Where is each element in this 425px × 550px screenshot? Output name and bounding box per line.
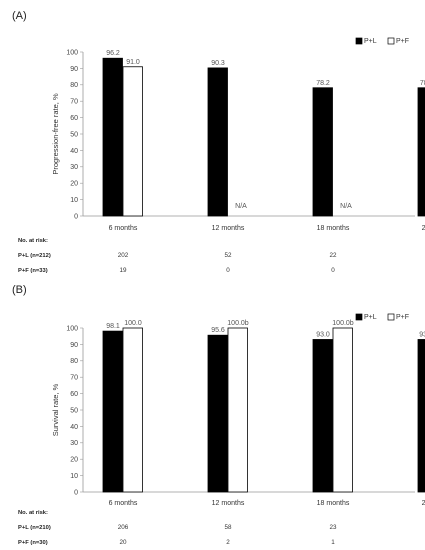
panel-b-bar-value-label: 95.6 <box>211 327 225 334</box>
panel-b-bar-pf <box>227 327 248 493</box>
panel-a-bar-pl <box>312 87 333 217</box>
panel-a-category-label: 24 months <box>422 225 425 232</box>
panel-b-y-tick-label: 30 <box>70 440 78 447</box>
panel-a-y-tick-label: 50 <box>70 131 78 138</box>
panel-a-y-tick-label: 40 <box>70 148 78 155</box>
panel-a-y-tick-label: 70 <box>70 99 78 106</box>
panel-a-bar-pl <box>417 87 425 217</box>
panel-a-y-tick-label: 100 <box>66 49 78 56</box>
panel-a-bar-pl <box>102 57 123 217</box>
panel-a-bar-pl <box>207 67 228 217</box>
panel-b-y-tick-label: 10 <box>70 473 78 480</box>
panel-a-risk-value: 0 <box>331 267 335 274</box>
panel-a-risk-value: 202 <box>118 252 129 259</box>
panel-b-bar-value-label: 98.1 <box>106 323 120 330</box>
panel-b-category-label: 18 months <box>317 500 350 507</box>
panel-a-y-tick-label: 30 <box>70 164 78 171</box>
panel-b-risk-value: 2 <box>226 539 230 546</box>
panel-a-y-axis-title: Progression-free rate, % <box>51 93 60 175</box>
panel-b-bar-pl <box>102 330 123 493</box>
panel-a-bar-value-label: 90.3 <box>211 60 225 67</box>
panel-b-legend-label: P+L <box>364 314 377 321</box>
panel-a-y-tick-label: 10 <box>70 197 78 204</box>
panel-b-category-label: 6 months <box>109 500 138 507</box>
panel-b-risk-value: 1 <box>331 539 335 546</box>
panel-b-category-label: 24 months <box>422 500 425 507</box>
panel-b-bar-pf <box>332 327 353 493</box>
panel-a-legend-swatch <box>387 37 395 45</box>
panel-a-risk-row-label: P+F (n=33) <box>18 268 48 274</box>
panel-a-bar-value-label: 96.2 <box>106 50 120 57</box>
panel-b-y-tick-label: 20 <box>70 457 78 464</box>
panel-b-legend-label: P+F <box>396 314 409 321</box>
panel-a-risk-title: No. at risk: <box>18 238 48 244</box>
panel-b-legend-swatch <box>355 313 363 321</box>
panel-b-y-tick-label: 80 <box>70 358 78 365</box>
panel-b-risk-row-label: P+F (n=30) <box>18 540 48 546</box>
panel-a-risk-value: 0 <box>226 267 230 274</box>
panel-b-y-tick-label: 50 <box>70 407 78 414</box>
panel-b-bar-value-label: 100.0 <box>124 320 142 327</box>
panel-label-a: (A) <box>12 10 27 22</box>
panel-a-risk-value: 22 <box>329 252 337 259</box>
panel-b-y-axis-title: Survival rate, % <box>51 383 60 436</box>
panel-a-category-label: 6 months <box>109 225 138 232</box>
panel-b-bar-pl <box>207 334 228 493</box>
panel-b-risk-value: 20 <box>119 539 127 546</box>
panel-b-bar-value-label: 93.0b <box>419 331 425 338</box>
panel-b-y-tick-label: 100 <box>66 325 78 332</box>
panel-a-y-tick-label: 0 <box>74 213 78 220</box>
panel-a-y-tick-label: 20 <box>70 181 78 188</box>
panel-a-category-label: 18 months <box>317 225 350 232</box>
panel-b-risk-title: No. at risk: <box>18 510 48 516</box>
panel-b-bar-value-label: 100.0b <box>332 320 354 327</box>
panel-a-y-tick-label: 80 <box>70 82 78 89</box>
panel-a-y-tick-label: 60 <box>70 115 78 122</box>
panel-a-bar-value-label: 91.0 <box>126 59 140 66</box>
panel-a-y-tick-label: 90 <box>70 66 78 73</box>
panel-b-bar-pl <box>312 339 333 493</box>
panel-b-bar-pf <box>122 327 143 493</box>
panel-b-risk-value: 58 <box>224 524 232 531</box>
panel-label-b: (B) <box>12 284 27 296</box>
panel-b-category-label: 12 months <box>212 500 245 507</box>
panel-b-legend-swatch <box>387 313 395 321</box>
panel-a-risk-value: 52 <box>224 252 232 259</box>
panel-b-y-tick-label: 60 <box>70 391 78 398</box>
panel-b-y-tick-label: 40 <box>70 424 78 431</box>
panel-b-risk-value: 206 <box>118 524 129 531</box>
panel-b-risk-row-label: P+L (n=210) <box>18 525 51 531</box>
panel-b-bar-pl <box>417 339 425 493</box>
panel-b-y-tick-label: 90 <box>70 342 78 349</box>
panel-a-bar-pf <box>122 66 143 217</box>
panel-a-legend-label: P+F <box>396 38 409 45</box>
panel-b-risk-value: 23 <box>329 524 337 531</box>
panel-a-na-label: N/A <box>235 203 247 210</box>
panel-a-bar-value-label: 78.2 <box>316 80 330 87</box>
panel-a-risk-row-label: P+L (n=212) <box>18 253 51 259</box>
panel-a-legend-swatch <box>355 37 363 45</box>
panel-a-legend-label: P+L <box>364 38 377 45</box>
panel-b-y-tick-label: 70 <box>70 375 78 382</box>
panel-a-na-label: N/A <box>340 203 352 210</box>
panel-a-category-label: 12 months <box>212 225 245 232</box>
panel-b-y-tick-label: 0 <box>74 489 78 496</box>
panel-b-bar-value-label: 93.0 <box>316 331 330 338</box>
panel-a-bar-value-label: 78.2* <box>420 80 425 87</box>
panel-b-bar-value-label: 100.0b <box>227 320 249 327</box>
panel-a-risk-value: 19 <box>119 267 127 274</box>
